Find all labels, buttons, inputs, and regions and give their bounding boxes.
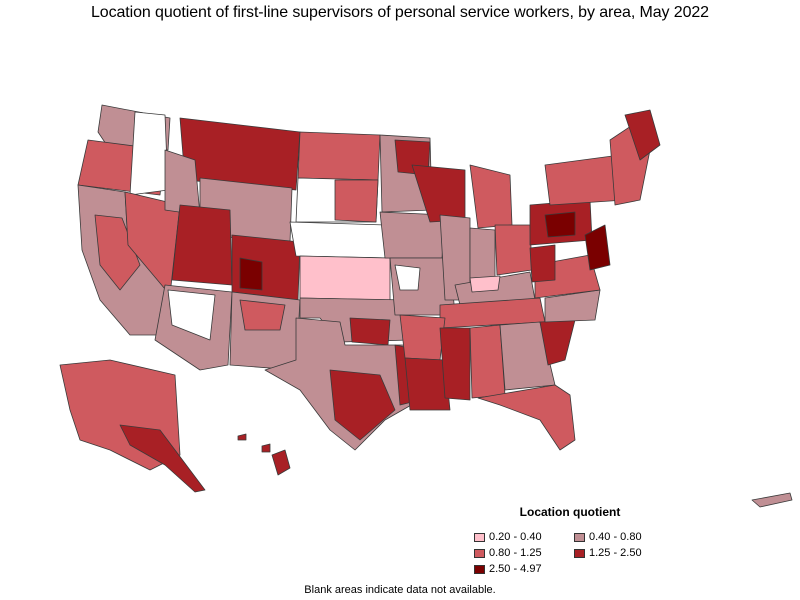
region-texas-gulf <box>329 369 396 441</box>
footnote: Blank areas indicate data not available. <box>304 584 496 596</box>
region-hawaii-maui <box>261 443 271 453</box>
legend-swatch-2 <box>474 548 485 558</box>
legend-title: Location quotient <box>519 505 621 519</box>
legend-swatch-4 <box>474 564 485 574</box>
region-hawaii-big <box>271 449 291 476</box>
region-alaska-south <box>119 424 206 493</box>
legend-swatch-0 <box>474 532 485 542</box>
region-north-carolina <box>544 289 601 323</box>
legend-label-3: 1.25 - 2.50 <box>589 547 642 559</box>
region-arizona-blank <box>167 289 216 341</box>
legend-label-2: 0.80 - 1.25 <box>489 547 542 559</box>
region-alabama <box>469 324 506 399</box>
region-hawaii-oahu <box>237 433 247 441</box>
legend-label-1: 0.40 - 0.80 <box>589 531 642 543</box>
region-mississippi <box>439 327 471 401</box>
map-title: Location quotient of first-line supervis… <box>91 4 709 21</box>
region-utah <box>171 204 233 286</box>
region-ohio <box>494 224 533 276</box>
region-northern-idaho-blank <box>129 111 169 196</box>
legend-item-1: 0.40 - 0.80 <box>574 531 642 543</box>
region-arkansas <box>399 314 446 361</box>
legend-label-4: 2.50 - 4.97 <box>489 563 542 575</box>
region-kansas <box>299 255 391 301</box>
region-california-central <box>94 214 141 291</box>
legend-label-0: 0.20 - 0.40 <box>489 531 542 543</box>
legend-item-2: 0.80 - 1.25 <box>474 547 542 559</box>
region-florida <box>477 384 576 451</box>
region-kentucky-pink <box>469 275 501 293</box>
region-maryland-nj <box>584 224 611 271</box>
region-louisiana <box>404 357 451 411</box>
region-colorado-core <box>239 257 263 291</box>
region-west-virginia <box>529 244 556 283</box>
legend-item-0: 0.20 - 0.40 <box>474 531 542 543</box>
legend-swatch-1 <box>574 532 585 542</box>
region-puerto-rico <box>751 492 793 508</box>
region-maine <box>624 109 661 161</box>
region-new-mexico-red <box>239 299 286 331</box>
region-missouri-blank <box>394 264 421 291</box>
legend-item-3: 1.25 - 2.50 <box>574 547 642 559</box>
region-michigan <box>469 164 513 229</box>
legend-swatch-3 <box>574 548 585 558</box>
region-nebraska <box>289 221 386 259</box>
region-montana <box>179 117 301 191</box>
legend-item-4: 2.50 - 4.97 <box>474 563 542 575</box>
region-north-dakota <box>297 131 381 181</box>
region-oklahoma-red <box>349 317 391 346</box>
region-pennsylvania-dark <box>544 211 576 238</box>
region-south-dakota-east <box>334 179 379 223</box>
